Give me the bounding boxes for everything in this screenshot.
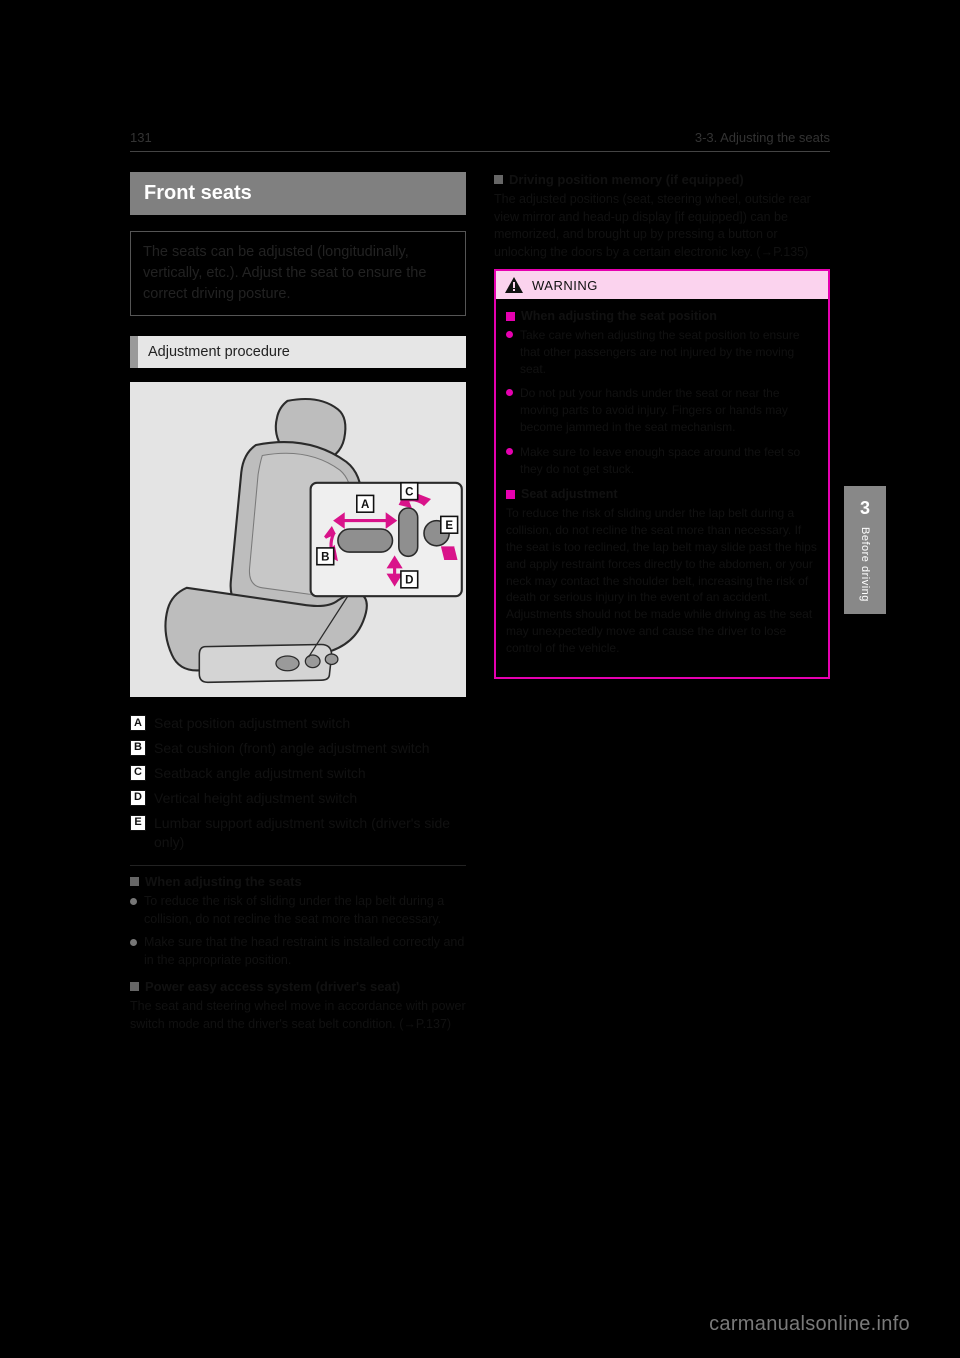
legend-text-d: Vertical height adjustment switch <box>154 789 357 808</box>
legend-text-c: Seatback angle adjustment switch <box>154 764 366 783</box>
square-bullet-icon <box>130 877 139 886</box>
legend-text-a: Seat position adjustment switch <box>154 714 350 733</box>
warning-1-item-3: Make sure to leave enough space around t… <box>506 444 818 478</box>
legend-marker-e: E <box>130 815 146 831</box>
note-2-text: The seat and steering wheel move in acco… <box>130 998 466 1033</box>
warning-1-item-1: Take care when adjusting the seat positi… <box>506 327 818 377</box>
note-1-list: To reduce the risk of sliding under the … <box>130 893 466 969</box>
legend-row-e: E Lumbar support adjustment switch (driv… <box>130 814 466 852</box>
svg-text:C: C <box>405 486 414 498</box>
legend-marker-a: A <box>130 715 146 731</box>
legend-row-d: D Vertical height adjustment switch <box>130 789 466 808</box>
footer-url: carmanualsonline.info <box>709 1313 910 1336</box>
right-note-heading: Driving position memory (if equipped) <box>494 172 830 187</box>
page-title: Front seats <box>130 172 466 215</box>
warning-box: WARNING When adjusting the seat position… <box>494 269 830 679</box>
intro-box: The seats can be adjusted (longitudinall… <box>130 231 466 316</box>
legend-marker-c: C <box>130 765 146 781</box>
note-1-item-1: To reduce the risk of sliding under the … <box>130 893 466 928</box>
header-page-number: 131 <box>130 130 152 145</box>
legend-row-b: B Seat cushion (front) angle adjustment … <box>130 739 466 758</box>
square-bullet-icon <box>130 982 139 991</box>
warning-body: When adjusting the seat position Take ca… <box>496 299 828 677</box>
warning-header: WARNING <box>496 271 828 299</box>
manual-page: 131 3-3. Adjusting the seats Front seats… <box>130 130 830 1210</box>
note-heading-1-text: When adjusting the seats <box>145 874 302 889</box>
right-note-heading-text: Driving position memory (if equipped) <box>509 172 744 187</box>
side-tab-label: Before driving <box>859 527 871 602</box>
warning-section-2-text: To reduce the risk of sliding under the … <box>506 505 818 656</box>
legend-row-a: A Seat position adjustment switch <box>130 714 466 733</box>
section-rule <box>130 865 466 866</box>
svg-text:B: B <box>321 552 329 564</box>
header-section: 3-3. Adjusting the seats <box>695 130 830 145</box>
warning-title: WARNING <box>532 278 598 293</box>
right-column: Driving position memory (if equipped) Th… <box>494 172 830 1041</box>
svg-text:D: D <box>405 575 413 587</box>
note-heading-1: When adjusting the seats <box>130 874 466 889</box>
warning-section-2-heading: Seat adjustment <box>506 487 818 501</box>
side-tab: 3 Before driving <box>844 486 886 614</box>
legend-row-c: C Seatback angle adjustment switch <box>130 764 466 783</box>
seat-figure: A B C D E <box>130 382 466 697</box>
page-header: 131 3-3. Adjusting the seats <box>130 130 830 152</box>
content-columns: Front seats The seats can be adjusted (l… <box>130 172 830 1041</box>
note-heading-2: Power easy access system (driver's seat) <box>130 979 466 994</box>
warning-section-1-heading-text: When adjusting the seat position <box>521 309 717 323</box>
square-bullet-icon <box>506 312 515 321</box>
warning-section-2-heading-text: Seat adjustment <box>521 487 618 501</box>
note-heading-2-text: Power easy access system (driver's seat) <box>145 979 400 994</box>
warning-section-1-list: Take care when adjusting the seat positi… <box>506 327 818 477</box>
warning-triangle-icon <box>504 276 524 294</box>
warning-1-item-2: Do not put your hands under the seat or … <box>506 385 818 435</box>
square-bullet-icon <box>506 490 515 499</box>
left-column: Front seats The seats can be adjusted (l… <box>130 172 466 1041</box>
note-1-item-2: Make sure that the head restraint is ins… <box>130 934 466 969</box>
legend-marker-d: D <box>130 790 146 806</box>
legend-marker-b: B <box>130 740 146 756</box>
legend-text-b: Seat cushion (front) angle adjustment sw… <box>154 739 429 758</box>
square-bullet-icon <box>494 175 503 184</box>
svg-text:E: E <box>445 520 453 532</box>
right-note-text: The adjusted positions (seat, steering w… <box>494 191 830 261</box>
warning-section-1-heading: When adjusting the seat position <box>506 309 818 323</box>
sub-heading: Adjustment procedure <box>130 336 466 368</box>
side-tab-number: 3 <box>844 498 886 519</box>
legend-text-e: Lumbar support adjustment switch (driver… <box>154 814 466 852</box>
svg-text:A: A <box>361 499 370 511</box>
